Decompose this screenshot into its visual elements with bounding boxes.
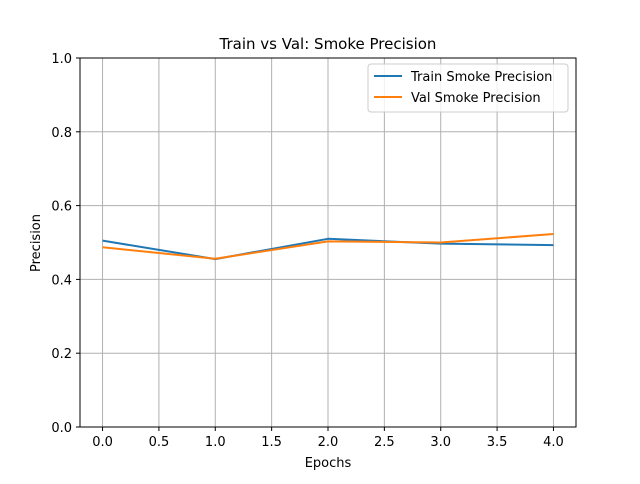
legend-label-val: Val Smoke Precision <box>411 91 541 106</box>
legend: Train Smoke Precision Val Smoke Precisio… <box>367 63 569 113</box>
x-axis-label: Epochs <box>305 456 352 471</box>
series-line-train <box>102 237 554 261</box>
y-tick-label: 1.0 <box>51 52 72 67</box>
legend-box <box>367 63 569 113</box>
y-axis-ticks: 0.0 0.2 0.4 0.6 0.8 1.0 <box>51 52 80 436</box>
series-lines <box>102 233 554 261</box>
series-line-val <box>102 233 554 260</box>
x-tick-label: 4.0 <box>543 435 564 450</box>
x-tick-label: 1.0 <box>205 435 226 450</box>
x-axis-ticks: 0.0 0.5 1.0 1.5 2.0 2.5 3.0 3.5 4.0 <box>92 427 564 450</box>
y-tick-label: 0.0 <box>51 421 72 436</box>
y-tick-label: 0.8 <box>51 126 72 141</box>
x-tick-label: 3.0 <box>430 435 451 450</box>
y-tick-label: 0.4 <box>51 273 72 288</box>
x-tick-label: 0.0 <box>92 435 113 450</box>
y-tick-label: 0.6 <box>51 200 72 215</box>
x-tick-label: 2.0 <box>318 435 339 450</box>
legend-label-train: Train Smoke Precision <box>410 70 552 85</box>
x-tick-label: 3.5 <box>487 435 508 450</box>
x-tick-label: 1.5 <box>261 435 282 450</box>
y-axis-label: Precision <box>29 214 44 272</box>
y-tick-label: 0.2 <box>51 347 72 362</box>
x-tick-label: 0.5 <box>149 435 170 450</box>
chart-title: Train vs Val: Smoke Precision <box>219 35 437 53</box>
x-tick-label: 2.5 <box>374 435 395 450</box>
